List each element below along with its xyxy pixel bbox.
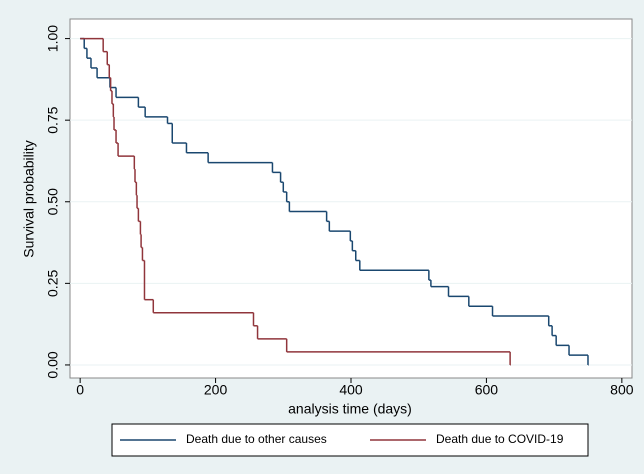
y-tick-label: 0.00 (45, 351, 61, 378)
x-tick-label: 800 (610, 382, 634, 398)
y-tick-label: 1.00 (45, 25, 61, 52)
y-axis-title: Survival probability (21, 140, 37, 258)
x-tick-label: 200 (204, 382, 228, 398)
x-axis-title: analysis time (days) (288, 401, 412, 417)
legend-label: Death due to other causes (186, 432, 327, 446)
y-tick-label: 0.50 (45, 188, 61, 215)
x-tick-label: 0 (76, 382, 84, 398)
legend-label: Death due to COVID-19 (436, 432, 564, 446)
legend (111, 423, 589, 457)
x-tick-label: 400 (339, 382, 363, 398)
y-tick-label: 0.75 (45, 106, 61, 133)
y-tick-label: 0.25 (45, 270, 61, 297)
x-tick-label: 600 (475, 382, 499, 398)
plot-area (69, 18, 633, 379)
